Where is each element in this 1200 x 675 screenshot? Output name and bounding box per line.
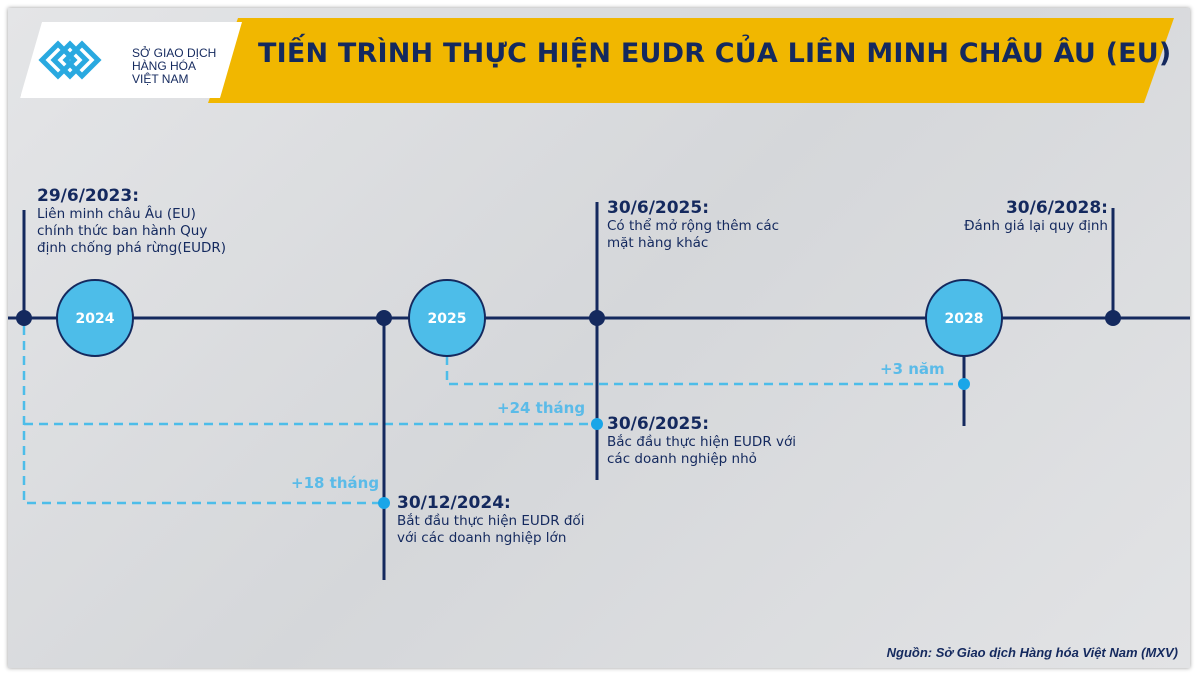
event-desc: định chống phá rừng(EUDR) (37, 240, 227, 256)
year-circle (408, 279, 486, 357)
event-2025-small: 30/6/2025: Bắc đầu thực hiện EUDR với cá… (607, 414, 796, 468)
dash-end-dot (378, 497, 390, 509)
duration-label: +3 năm (880, 360, 945, 378)
year-label: 2025 (428, 311, 467, 327)
year-circle (56, 279, 134, 357)
event-2023: 29/6/2023: Liên minh châu Âu (EU) chính … (37, 186, 226, 257)
duration-label: +24 tháng (497, 399, 586, 417)
event-desc: các doanh nghiệp nhỏ (607, 451, 757, 467)
dash-end-dot (958, 378, 970, 390)
logo-line: VIỆT NAM (132, 72, 189, 86)
event-2025-expand: 30/6/2025: Có thể mở rộng thêm các mặt h… (607, 198, 779, 252)
title-banner (208, 18, 1174, 103)
event-date: 30/6/2025: (607, 198, 710, 218)
year-circle (925, 279, 1003, 357)
event-desc: Đánh giá lại quy định (964, 218, 1108, 234)
logo: SỞ GIAO DỊCH HÀNG HÓA VIỆT NAM (20, 22, 242, 98)
event-2024-large: 30/12/2024: Bắt đầu thực hiện EUDR đối v… (397, 493, 584, 547)
event-desc: Liên minh châu Âu (EU) (37, 206, 196, 222)
year-label: 2028 (945, 311, 984, 327)
event-date: 29/6/2023: (37, 186, 140, 206)
event-date: 30/6/2025: (607, 414, 710, 434)
event-date: 30/12/2024: (397, 493, 511, 513)
event-desc: mặt hàng khác (607, 235, 709, 251)
event-2028: 30/6/2028: Đánh giá lại quy định (964, 198, 1108, 235)
event-dot (16, 310, 32, 326)
event-dot (376, 310, 392, 326)
event-desc: Bắc đầu thực hiện EUDR với (607, 434, 796, 450)
mxv-logo-icon (20, 22, 120, 98)
event-desc: Bắt đầu thực hiện EUDR đối (397, 513, 585, 529)
event-desc: chính thức ban hành Quy (37, 223, 208, 239)
event-desc: Có thể mở rộng thêm các (607, 218, 780, 234)
year-label: 2024 (76, 311, 115, 327)
infographic: TIẾN TRÌNH THỰC HIỆN EUDR CỦA LIÊN MINH … (8, 8, 1190, 668)
page-title: TIẾN TRÌNH THỰC HIỆN EUDR CỦA LIÊN MINH … (258, 38, 1172, 69)
duration-label: +18 tháng (291, 474, 380, 492)
event-dot (1105, 310, 1121, 326)
logo-line: SỞ GIAO DỊCH (132, 46, 217, 60)
event-date: 30/6/2028: (1005, 198, 1108, 218)
event-desc: với các doanh nghiệp lớn (397, 530, 567, 546)
timeline: 2024 2025 2028 (8, 202, 1190, 580)
dash-end-dot (591, 418, 603, 430)
logo-line: HÀNG HÓA (132, 59, 197, 73)
source-note: Nguồn: Sở Giao dịch Hàng hóa Việt Nam (M… (886, 645, 1178, 660)
event-dot (589, 310, 605, 326)
